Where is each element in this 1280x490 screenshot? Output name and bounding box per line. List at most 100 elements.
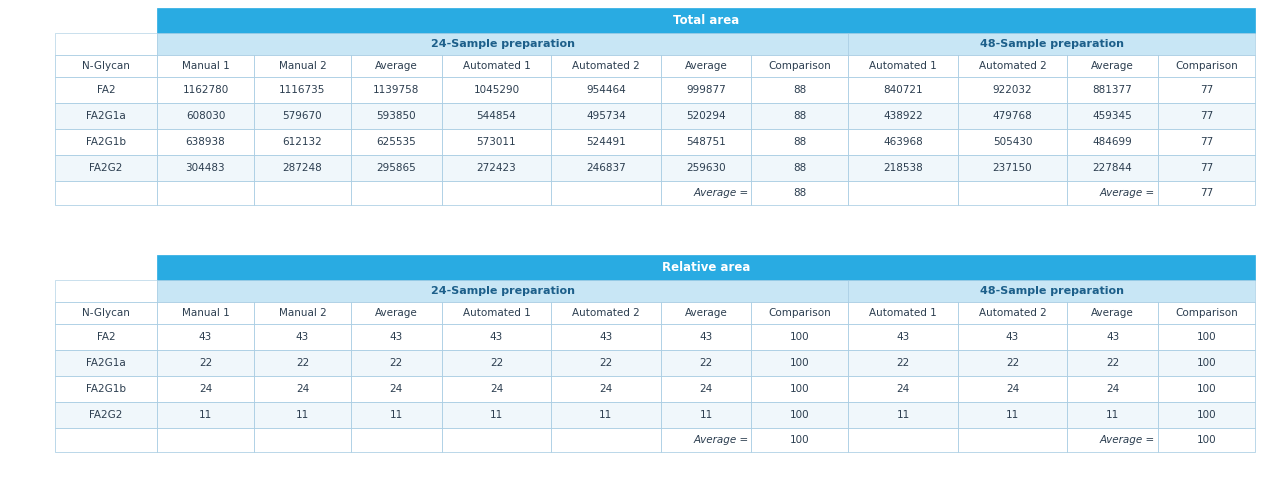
Bar [442,77,552,103]
Bar [552,324,660,350]
Text: 295865: 295865 [376,163,416,173]
Bar [751,77,849,103]
Text: 24: 24 [389,384,403,394]
Text: 24: 24 [198,384,212,394]
Bar [1068,324,1158,350]
Bar [751,181,849,205]
Bar [253,402,351,428]
Text: 43: 43 [896,332,910,342]
Text: 43: 43 [1006,332,1019,342]
Text: 22: 22 [389,358,403,368]
Bar [552,103,660,129]
Bar [1158,428,1254,452]
Text: 43: 43 [296,332,308,342]
Text: 22: 22 [699,358,713,368]
Bar [751,350,849,376]
Bar [442,302,552,324]
Text: 24: 24 [1106,384,1119,394]
Text: 218538: 218538 [883,163,923,173]
Text: 495734: 495734 [586,111,626,121]
Text: 100: 100 [1197,435,1216,445]
Text: Automated 1: Automated 1 [869,308,937,318]
Bar [849,129,957,155]
Bar [957,402,1068,428]
Bar [55,55,157,77]
Text: 11: 11 [699,410,713,420]
Bar [552,77,660,103]
Bar [1158,350,1254,376]
Bar [849,302,957,324]
Text: 88: 88 [794,188,806,198]
Text: 22: 22 [896,358,910,368]
Text: 22: 22 [1106,358,1119,368]
Bar [442,55,552,77]
Bar [351,350,442,376]
Bar [1158,324,1254,350]
Bar [849,103,957,129]
Bar [253,428,351,452]
Text: 638938: 638938 [186,137,225,147]
Bar [442,376,552,402]
Text: 1045290: 1045290 [474,85,520,95]
Bar [957,350,1068,376]
Text: 43: 43 [198,332,212,342]
Text: 24: 24 [296,384,308,394]
Text: 272423: 272423 [476,163,516,173]
Text: 11: 11 [296,410,308,420]
Bar [1068,302,1158,324]
Bar [157,376,253,402]
Bar [253,302,351,324]
Text: 100: 100 [790,410,810,420]
Text: 573011: 573011 [476,137,516,147]
Bar [660,402,751,428]
Text: Average: Average [375,308,417,318]
Bar [849,181,957,205]
Text: 77: 77 [1199,111,1213,121]
Bar [157,402,253,428]
Bar [660,103,751,129]
Bar [1068,181,1158,205]
Bar [157,324,253,350]
Bar [957,181,1068,205]
Text: 840721: 840721 [883,85,923,95]
Bar [751,155,849,181]
Bar [660,129,751,155]
Text: 520294: 520294 [686,111,726,121]
Bar [1068,103,1158,129]
Bar [552,55,660,77]
Bar [55,302,157,324]
Bar [552,402,660,428]
Bar [957,155,1068,181]
Bar [957,129,1068,155]
Text: 48-Sample preparation: 48-Sample preparation [979,39,1124,49]
Text: Average: Average [375,61,417,71]
Bar [1158,77,1254,103]
Bar [55,77,157,103]
Bar [1158,402,1254,428]
Bar [55,324,157,350]
Text: 438922: 438922 [883,111,923,121]
Text: 608030: 608030 [186,111,225,121]
Bar [55,376,157,402]
Text: Manual 2: Manual 2 [279,308,326,318]
Text: Automated 1: Automated 1 [462,308,530,318]
Text: FA2G1b: FA2G1b [86,137,125,147]
Bar [660,428,751,452]
Bar [55,103,157,129]
Bar [157,302,253,324]
Text: FA2G1a: FA2G1a [86,111,125,121]
Text: FA2G1b: FA2G1b [86,384,125,394]
Text: 22: 22 [490,358,503,368]
Bar [751,428,849,452]
Bar [351,302,442,324]
Text: Automated 2: Automated 2 [979,61,1046,71]
Bar [1158,155,1254,181]
Bar [552,428,660,452]
Bar [1158,55,1254,77]
Bar [660,350,751,376]
Bar [157,181,253,205]
Text: 24: 24 [490,384,503,394]
Text: 22: 22 [198,358,212,368]
Text: 11: 11 [1106,410,1119,420]
Bar [751,324,849,350]
